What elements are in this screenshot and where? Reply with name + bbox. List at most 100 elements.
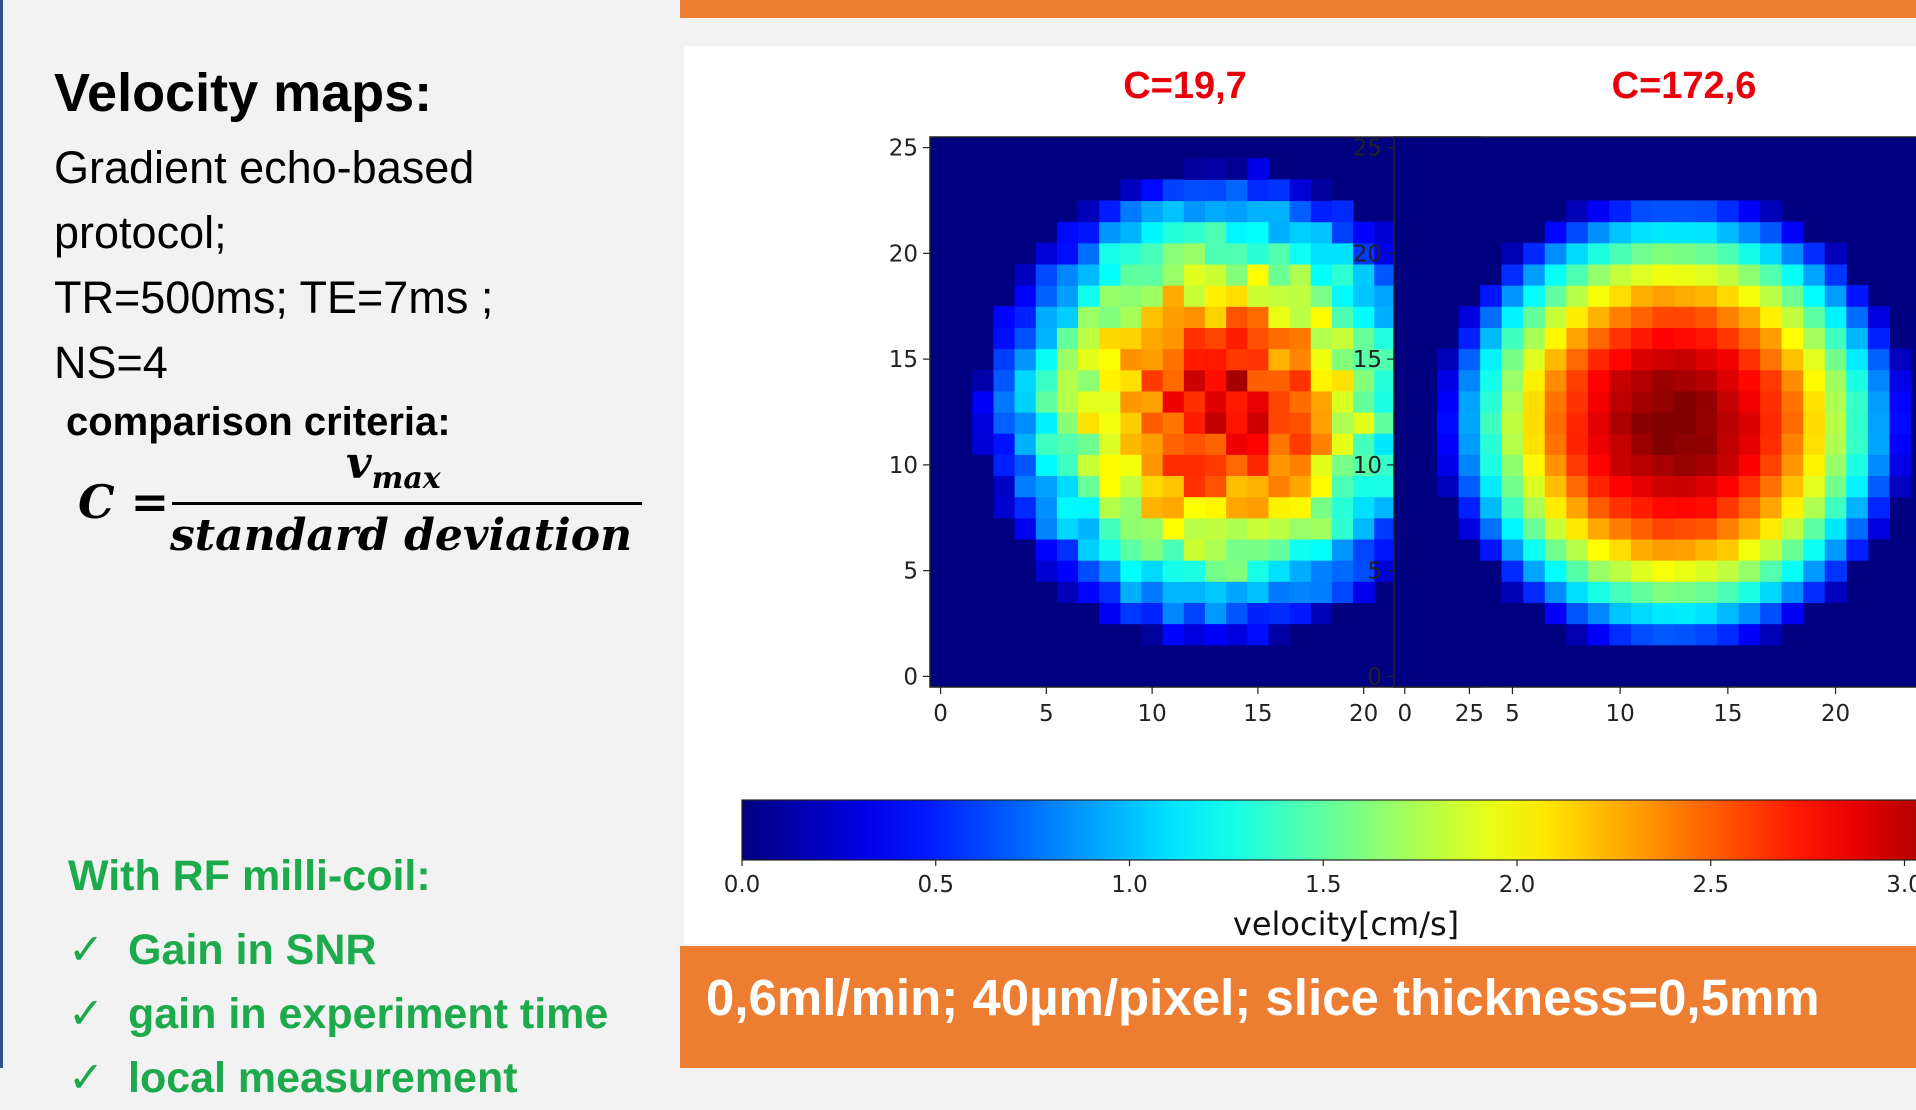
map-cell <box>1803 306 1826 328</box>
map-cell <box>1331 348 1354 371</box>
map-cell <box>1738 517 1761 540</box>
map-cell <box>1310 263 1333 286</box>
map-cell <box>1120 306 1143 328</box>
map-cell <box>1695 496 1718 519</box>
colorbar-tick-label: 0.0 <box>724 872 761 898</box>
map-cell <box>1331 221 1354 244</box>
x-tick-label: 0 <box>933 701 948 727</box>
map-cell <box>1183 306 1206 328</box>
map-cell <box>1374 496 1396 519</box>
fraction-bar <box>172 502 642 505</box>
map-cell <box>1501 433 1524 455</box>
x-tick-label: 5 <box>1505 701 1520 727</box>
map-cell <box>1717 560 1740 582</box>
map-cell <box>1501 369 1524 392</box>
map-cell <box>1652 538 1675 561</box>
map-cell <box>993 475 1016 498</box>
map-cell <box>1803 433 1826 455</box>
map-cell <box>1544 454 1567 477</box>
map-cell <box>1120 517 1143 540</box>
map-cell <box>1162 623 1185 646</box>
map-cell <box>1609 538 1632 561</box>
map-cell <box>1760 496 1783 519</box>
map-cell <box>1162 475 1185 498</box>
map-cell <box>1501 412 1524 434</box>
map-cell <box>1247 200 1270 223</box>
map-cell <box>1846 327 1869 350</box>
map-cell <box>1867 369 1890 392</box>
map-cell <box>1846 306 1869 328</box>
protocol-line: protocol; <box>54 207 227 258</box>
map-cell <box>1609 454 1632 477</box>
map-cell <box>1824 538 1847 561</box>
map-cell <box>1078 369 1100 392</box>
map-cell <box>1824 581 1847 603</box>
map-cell <box>1630 285 1654 307</box>
map-cell <box>1566 538 1589 561</box>
map-cell <box>1226 348 1248 371</box>
map-cell <box>1781 560 1804 582</box>
map-cell <box>1760 348 1783 371</box>
map-cell <box>1183 390 1206 413</box>
map-cell <box>1523 285 1546 307</box>
map-cell <box>1099 242 1121 265</box>
map-cell <box>1544 348 1567 371</box>
map-cell <box>1205 390 1227 413</box>
map-cell <box>1078 221 1100 244</box>
map-cell <box>1141 517 1164 540</box>
map-cell <box>1846 285 1869 307</box>
map-cell <box>1846 496 1869 519</box>
map-cell <box>1867 306 1890 328</box>
map-cell <box>1141 560 1164 582</box>
map-cell <box>1846 517 1869 540</box>
x-tick-label: 10 <box>1137 701 1166 727</box>
map-cell <box>1183 263 1206 286</box>
colorbar-label: velocity[cm/s] <box>1233 905 1459 943</box>
map-cell <box>1120 602 1143 625</box>
map-cell <box>1141 179 1164 202</box>
map-cell <box>1674 242 1697 265</box>
map-cell <box>1480 369 1503 392</box>
map-cell <box>1289 412 1312 434</box>
y-tick-label: 15 <box>1353 347 1382 373</box>
map-cell <box>1374 433 1396 455</box>
map-cell <box>1803 581 1826 603</box>
map-cell <box>1353 306 1375 328</box>
map-cell <box>1652 369 1675 392</box>
map-cell <box>1268 560 1291 582</box>
map-cell <box>1695 369 1718 392</box>
map-cell <box>1523 412 1546 434</box>
list-item: ✓ local measurement <box>68 1046 608 1110</box>
map-cell <box>1652 581 1675 603</box>
colorbar-tick-label: 2.0 <box>1499 872 1536 898</box>
map-cell <box>1247 602 1270 625</box>
map-cell <box>1674 475 1697 498</box>
map-cell <box>1374 221 1396 244</box>
map-cell <box>1587 221 1610 244</box>
map-cell <box>1674 412 1697 434</box>
map-cell <box>1738 454 1761 477</box>
map-cell <box>1226 306 1248 328</box>
map-cell <box>1056 306 1079 328</box>
map-cell <box>1717 623 1740 646</box>
bottom-banner: 0,6ml/min; 40µm/pixel; slice thickness=0… <box>680 946 1916 1068</box>
map-cell <box>1331 263 1354 286</box>
map-cell <box>1781 602 1804 625</box>
map-cell <box>1141 602 1164 625</box>
y-tick-label: 15 <box>889 347 918 373</box>
map-cell <box>1205 285 1227 307</box>
map-cell <box>1078 200 1100 223</box>
map-cell <box>1205 200 1227 223</box>
map-cell <box>1695 475 1718 498</box>
map-cell <box>1035 263 1058 286</box>
map-cell <box>1310 200 1333 223</box>
map-cell <box>1566 221 1589 244</box>
map-cell <box>1331 285 1354 307</box>
map-cell <box>1587 369 1610 392</box>
map-cell <box>1760 200 1783 223</box>
formula-lhs: C = <box>78 475 170 529</box>
map-cell <box>1695 263 1718 286</box>
map-cell <box>1717 390 1740 413</box>
map-cell <box>1458 517 1481 540</box>
map-cell <box>1652 263 1675 286</box>
